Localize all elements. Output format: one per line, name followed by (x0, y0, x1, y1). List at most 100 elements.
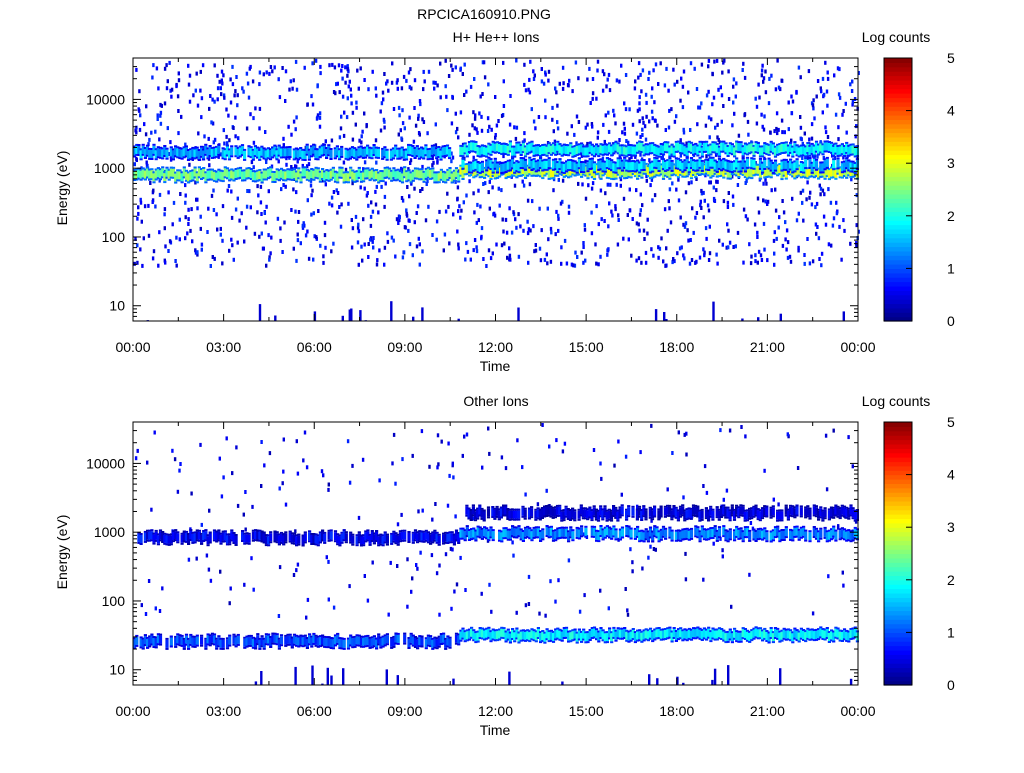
heatmap-cell (522, 141, 525, 143)
heatmap-cell (610, 159, 613, 161)
heatmap-cell (580, 142, 583, 144)
heatmap-cell (260, 200, 262, 204)
heatmap-cell (587, 183, 589, 187)
heatmap-cell (727, 229, 729, 233)
heatmap-cell (488, 583, 490, 587)
heatmap-cell (211, 98, 213, 102)
heatmap-cell (824, 178, 827, 180)
heatmap-cell (811, 172, 814, 174)
heatmap-cell (278, 145, 281, 147)
colorbar-segment (884, 111, 912, 116)
heatmap-cell (758, 211, 760, 215)
heatmap-cell (157, 86, 159, 90)
heatmap-cell (800, 191, 802, 195)
colorbar-segment (884, 124, 912, 129)
heatmap-cell (409, 242, 411, 246)
heatmap-cell (551, 106, 553, 110)
colorbar-segment (884, 185, 912, 190)
heatmap-cell (241, 86, 243, 90)
heatmap-cell (316, 158, 319, 160)
heatmap-cell (358, 167, 361, 169)
heatmap-cell (254, 232, 256, 236)
heatmap-cell (516, 611, 518, 615)
heatmap-cell (185, 194, 187, 198)
heatmap-cell (300, 241, 302, 245)
heatmap-cell (388, 168, 391, 170)
heatmap-cell (511, 231, 513, 235)
heatmap-cell (447, 504, 449, 508)
heatmap-cell (465, 241, 467, 245)
heatmap-cell (650, 424, 652, 428)
colorbar-segment (884, 198, 912, 203)
heatmap-cell (382, 97, 384, 101)
heatmap-cell (248, 533, 251, 535)
heatmap-cell (716, 171, 719, 173)
heatmap-cell (691, 206, 693, 210)
heatmap-cell (688, 171, 691, 173)
heatmap-cell (766, 258, 768, 262)
heatmap-cell (651, 110, 653, 114)
heatmap-cell (279, 226, 281, 230)
heatmap-cell (475, 245, 477, 249)
heatmap-cell (636, 178, 639, 180)
heatmap-cell (177, 131, 179, 135)
heatmap-cell (390, 301, 392, 321)
heatmap-cell (732, 203, 734, 207)
heatmap-cell (223, 142, 225, 146)
heatmap-cell (261, 182, 264, 184)
heatmap-cell (582, 161, 585, 163)
heatmap-cell (367, 191, 369, 195)
panel-other-ions: Other Ions Log counts Energy (eV) Time 0… (54, 393, 955, 738)
heatmap-cell (452, 475, 454, 479)
heatmap-cell (457, 542, 460, 544)
heatmap-cell (558, 158, 561, 160)
heatmap-cell (482, 257, 484, 261)
heatmap-cell (397, 87, 399, 91)
heatmap-cell (457, 181, 460, 183)
heatmap-cell (612, 109, 614, 113)
heatmap-cell (146, 461, 148, 465)
heatmap-cell (660, 61, 662, 65)
heatmap-cell (709, 135, 711, 139)
heatmap-cell (651, 171, 654, 173)
heatmap-cell (322, 261, 324, 265)
heatmap-cell (837, 137, 839, 141)
heatmap-cell (676, 251, 678, 255)
heatmap-cell (407, 533, 410, 541)
heatmap-cell (770, 176, 773, 178)
heatmap-cell (246, 127, 248, 131)
heatmap-cell (740, 171, 743, 173)
heatmap-cell (509, 169, 512, 171)
heatmap-cell (304, 66, 306, 70)
heatmap-cell (321, 469, 323, 473)
heatmap-cell (652, 254, 654, 258)
heatmap-cell (187, 208, 189, 212)
heatmap-cell (170, 95, 172, 99)
heatmap-cell (230, 101, 232, 105)
heatmap-cell (686, 228, 688, 232)
colorbar-segment (884, 238, 912, 243)
heatmap-cell (789, 159, 792, 161)
heatmap-cell (843, 229, 845, 233)
heatmap-cell (592, 97, 594, 101)
heatmap-cell (701, 160, 704, 162)
heatmap-cell (577, 76, 579, 80)
heatmap-cell (284, 533, 287, 541)
heatmap-cell (511, 540, 513, 544)
heatmap-cell (391, 61, 393, 65)
heatmap-cell (554, 600, 556, 604)
heatmap-cell (304, 166, 307, 168)
heatmap-cell (489, 178, 492, 180)
heatmap-cell (833, 429, 835, 433)
heatmap-cell (586, 155, 589, 157)
heatmap-cell (473, 77, 475, 81)
heatmap-cell (422, 158, 425, 160)
heatmap-cell (146, 167, 149, 169)
heatmap-cell (196, 557, 198, 561)
heatmap-cell (547, 207, 549, 211)
heatmap-cell (549, 579, 551, 583)
colorbar-segment (884, 233, 912, 238)
heatmap-cell (161, 157, 164, 159)
heatmap-cell (414, 529, 417, 531)
heatmap-cell (456, 197, 458, 201)
